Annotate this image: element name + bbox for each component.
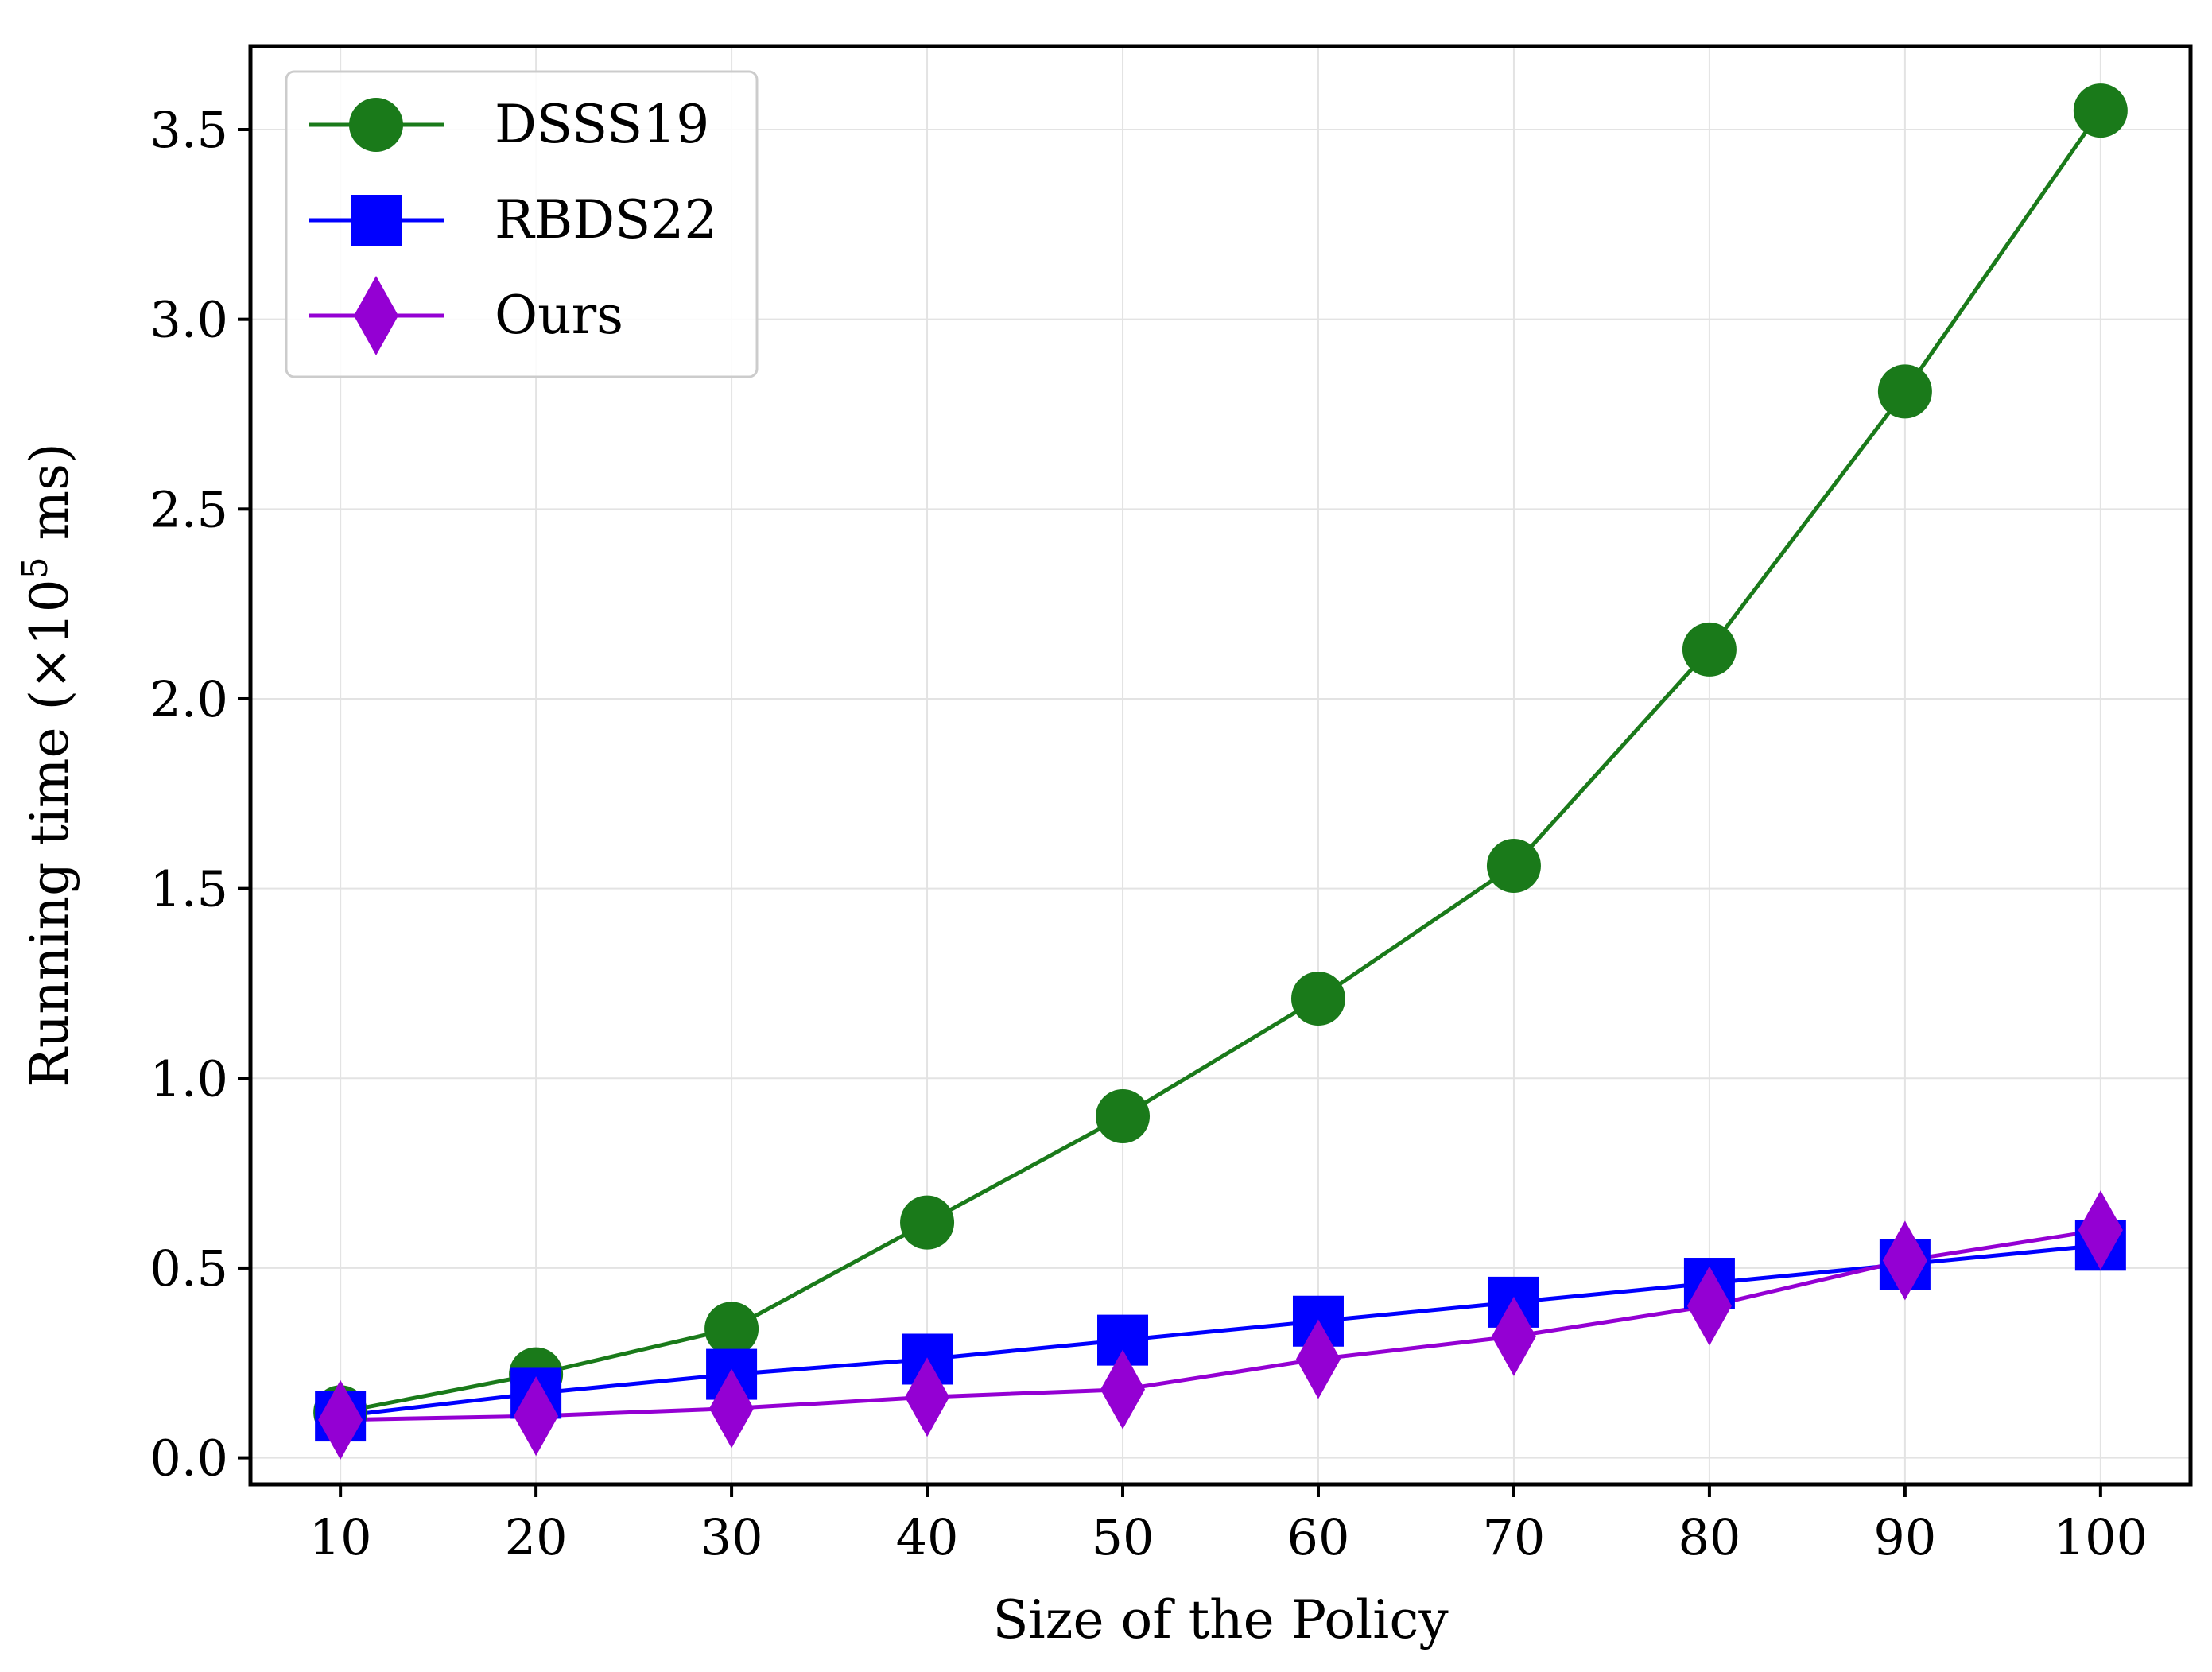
data-point-dsss19 — [704, 1302, 759, 1356]
data-point-ours — [2078, 1190, 2123, 1270]
y-tick-label: 0.5 — [149, 1239, 228, 1298]
y-axis-label-unit: ms) — [19, 443, 80, 557]
y-axis-label-exponent: 5 — [15, 557, 56, 579]
data-point-dsss19 — [1682, 622, 1737, 677]
y-tick-label: 1.0 — [149, 1049, 228, 1108]
series-markers — [313, 83, 2128, 1460]
data-point-dsss19 — [1096, 1089, 1151, 1144]
data-point-dsss19 — [1290, 972, 1345, 1026]
x-tick-label: 40 — [896, 1508, 959, 1566]
series-lines — [340, 109, 2102, 1422]
legend-box — [285, 70, 759, 378]
y-tick-label: 0.0 — [149, 1430, 228, 1488]
y-axis-ticks: 0.0 0.5 1.0 1.5 2.0 2.5 3.0 3.5 — [149, 101, 250, 1488]
x-axis-ticks: 10 20 30 40 50 60 70 80 90 100 — [309, 1484, 2148, 1566]
series-line-dsss19 — [340, 109, 2102, 1414]
y-tick-label: 3.5 — [149, 101, 228, 159]
data-point-ours — [1882, 1220, 1927, 1301]
x-tick-label: 80 — [1678, 1508, 1740, 1566]
x-tick-label: 10 — [309, 1508, 372, 1566]
data-point-dsss19 — [1877, 364, 1932, 419]
y-axis-label: Running time (×105 ms) — [15, 443, 80, 1088]
data-point-ours — [1295, 1319, 1341, 1399]
x-tick-label: 60 — [1287, 1508, 1350, 1566]
data-point-ours — [1491, 1296, 1536, 1376]
grid-lines — [250, 46, 2191, 1484]
legend: DSSS19 RBDS22 Ours — [285, 70, 759, 378]
x-tick-label: 70 — [1482, 1508, 1545, 1566]
data-point-ours — [709, 1368, 755, 1449]
legend-item-rbds22: RBDS22 — [309, 189, 717, 250]
legend-label-dsss19: DSSS19 — [495, 94, 709, 155]
x-axis-label: Size of the Policy — [992, 1589, 1449, 1651]
legend-item-ours: Ours — [309, 276, 623, 355]
legend-label-ours: Ours — [495, 285, 623, 346]
x-tick-label: 90 — [1873, 1508, 1936, 1566]
x-tick-label: 20 — [505, 1508, 568, 1566]
y-tick-label: 1.5 — [149, 860, 228, 918]
data-point-ours — [318, 1379, 363, 1460]
data-point-ours — [1100, 1349, 1146, 1430]
legend-item-dsss19: DSSS19 — [309, 94, 709, 155]
data-point-dsss19 — [900, 1195, 955, 1250]
legend-label-rbds22: RBDS22 — [495, 189, 717, 250]
series-line-rbds22 — [340, 1243, 2101, 1418]
x-tick-label: 30 — [700, 1508, 763, 1566]
legend-marker-rbds22 — [351, 195, 402, 246]
y-tick-label: 3.0 — [149, 291, 228, 349]
y-tick-label: 2.5 — [149, 480, 228, 538]
plot-frame — [248, 44, 2193, 1487]
y-tick-label: 2.0 — [149, 670, 228, 728]
x-tick-label: 50 — [1092, 1508, 1155, 1566]
data-point-dsss19 — [1486, 838, 1541, 893]
data-point-ours — [1686, 1266, 1732, 1346]
series-line-ours — [340, 1228, 2101, 1422]
legend-marker-ours — [354, 276, 398, 355]
data-point-dsss19 — [2073, 83, 2128, 138]
data-point-ours — [905, 1357, 950, 1437]
y-axis-label-main: Running time (×10 — [19, 579, 80, 1087]
data-point-ours — [514, 1376, 559, 1457]
x-tick-label: 100 — [2054, 1508, 2148, 1566]
legend-marker-dsss19 — [349, 98, 403, 152]
